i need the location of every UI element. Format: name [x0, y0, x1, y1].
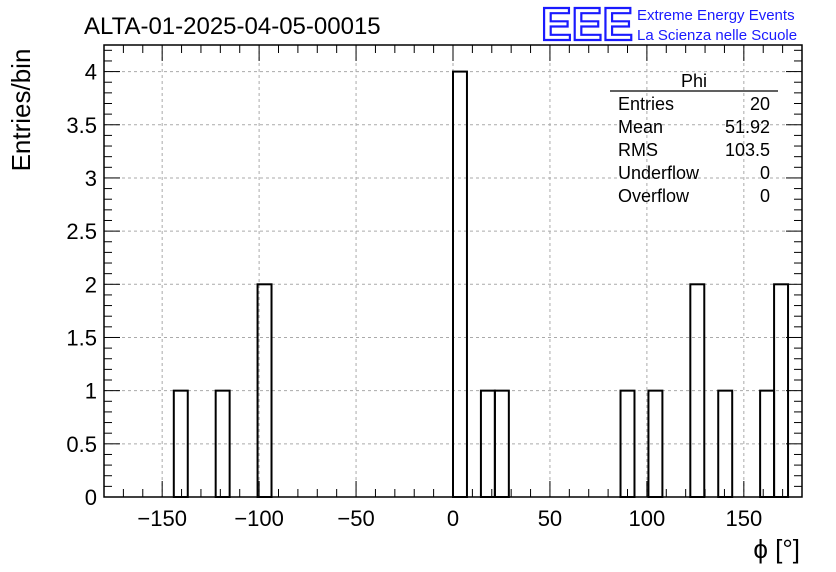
y-tick-label: 0.5: [66, 432, 97, 457]
y-tick-label: 2: [85, 272, 97, 297]
chart-title: ALTA-01-2025-04-05-00015: [84, 13, 381, 40]
tick-labels: −150 −100 −50 0 50 100 150 0 0.5 1 1.5 2 2.5 3 3.5 4: [66, 60, 762, 531]
stats-label-entries: Entries: [618, 94, 674, 114]
eee-logo: EEE Extreme Energy Events La Scienza nel…: [540, 0, 797, 51]
x-tick-label: 50: [538, 506, 562, 531]
x-axis-label: ϕ [°]: [753, 534, 800, 564]
x-tick-label: 100: [629, 506, 666, 531]
x-tick-label: −50: [337, 506, 374, 531]
x-tick-label: −100: [234, 506, 284, 531]
eee-logo-line1: Extreme Energy Events: [637, 7, 795, 24]
x-tick-label: 0: [447, 506, 459, 531]
y-tick-label: 2.5: [66, 219, 97, 244]
y-tick-label: 4: [85, 60, 97, 85]
stats-label-rms: RMS: [618, 140, 658, 160]
stats-value-rms: 103.5: [725, 140, 770, 160]
stats-label-mean: Mean: [618, 117, 663, 137]
stats-label-underflow: Underflow: [618, 163, 700, 183]
stats-label-overflow: Overflow: [618, 186, 690, 206]
eee-logo-mark: EEE: [541, 0, 633, 50]
plot-frame: [103, 44, 803, 498]
stats-value-entries: 20: [750, 94, 770, 114]
stats-value-underflow: 0: [760, 163, 770, 183]
y-tick-label: 0: [85, 485, 97, 510]
y-tick-label: 3.5: [66, 113, 97, 138]
y-axis-label: Entries/bin: [6, 49, 36, 172]
stats-value-overflow: 0: [760, 186, 770, 206]
x-tick-label: −150: [137, 506, 187, 531]
eee-logo-line2: La Scienza nelle Scuole: [637, 27, 797, 44]
stats-box: Phi Entries 20 Mean 51.92 RMS 103.5 Unde…: [610, 71, 778, 206]
y-tick-label: 3: [85, 166, 97, 191]
y-tick-label: 1: [85, 379, 97, 404]
x-tick-label: 150: [725, 506, 762, 531]
stats-value-mean: 51.92: [725, 117, 770, 137]
stats-title: Phi: [681, 71, 707, 91]
y-tick-label: 1.5: [66, 325, 97, 350]
